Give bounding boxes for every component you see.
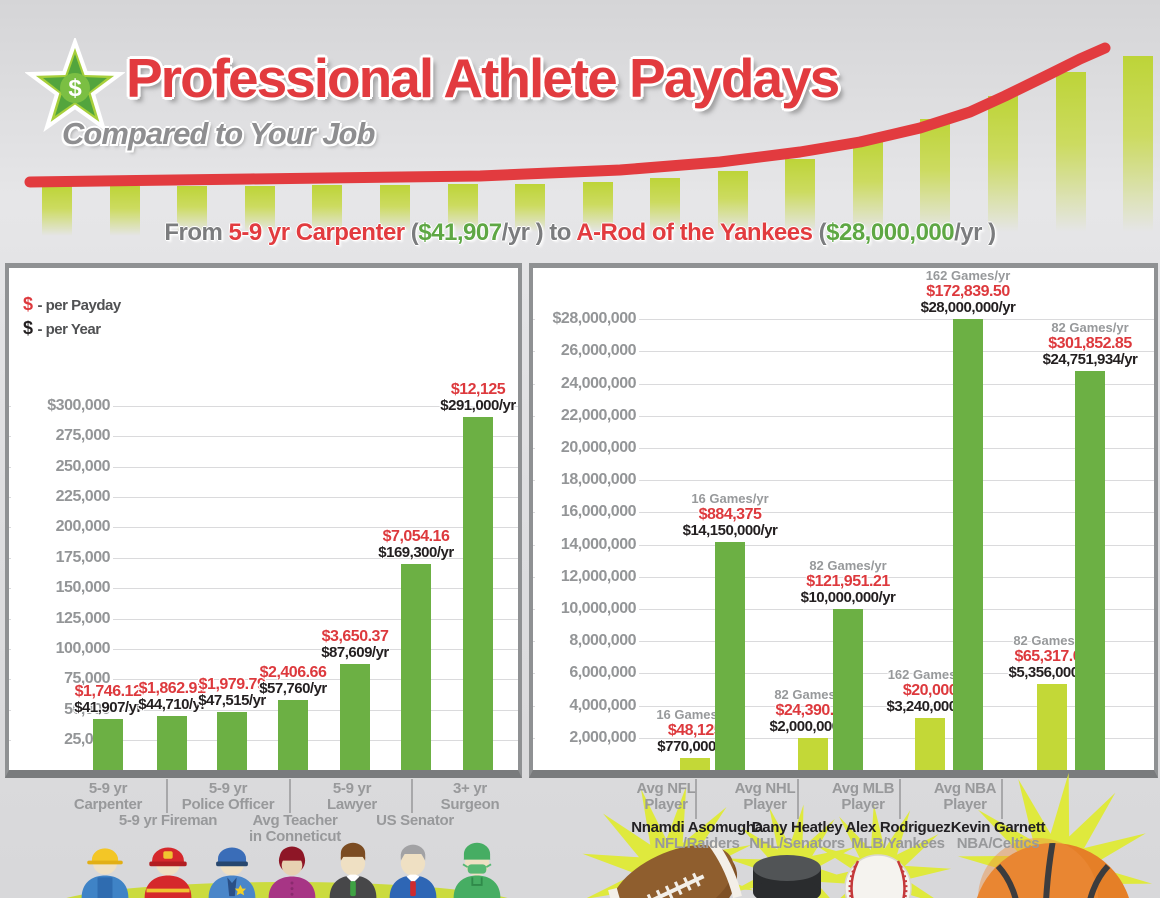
tagline-athlete: A-Rod of the Yankees	[576, 219, 819, 246]
cat-asomugha: Nnamdi Asomugha NFL/Raiders	[631, 819, 763, 852]
rising-payline-icon	[24, 42, 1111, 188]
y-tick: 100,000	[11, 640, 113, 658]
cat-arod: Alex Rodriguez MLB/Yankees	[845, 819, 951, 852]
y-tick: 250,000	[11, 458, 113, 476]
y-tick: 225,000	[11, 488, 113, 506]
y-tick: 20,000,000	[535, 439, 639, 457]
cat-avg-mlb: Avg MLB Player	[831, 780, 895, 813]
cat-heatley: Dany Heatley NHL/Senators	[749, 819, 845, 852]
y-tick: 14,000,000	[535, 536, 639, 554]
y-tick: 275,000	[11, 427, 113, 445]
y-tick: 175,000	[11, 549, 113, 567]
y-tick: 75,000	[11, 670, 113, 688]
svg-text:$: $	[68, 75, 82, 102]
y-tick: 12,000,000	[535, 568, 639, 586]
y-tick: 18,000,000	[535, 471, 639, 489]
teacher-icon	[268, 846, 316, 898]
dollar-star-icon: $	[25, 38, 125, 133]
tagline-job-value: $41,907	[418, 219, 502, 246]
cat-fireman: 5-9 yr Fireman	[118, 812, 218, 829]
cat-teacher: Avg Teacher in Conneticut	[249, 812, 341, 845]
baseball-icon	[844, 854, 912, 898]
y-tick: 22,000,000	[535, 407, 639, 425]
tagline-athlete-value: $28,000,000	[826, 219, 955, 246]
tagline-from: From	[164, 219, 229, 246]
hockey-puck-icon	[753, 855, 821, 898]
police-officer-icon	[208, 847, 256, 898]
y-tick: 200,000	[11, 518, 113, 536]
cat-lawyer: 5-9 yr Lawyer	[327, 780, 377, 813]
senator-icon	[389, 844, 437, 898]
carpenter-icon	[81, 848, 129, 898]
page-subtitle: Compared to Your Job	[62, 116, 375, 151]
tagline-to: to	[549, 219, 577, 246]
y-tick: 24,000,000	[535, 375, 639, 393]
jobs-chart-panel: $300,000 275,000 250,000 225,000 200,000…	[5, 263, 522, 778]
cat-avg-nfl: Avg NFL Player	[636, 780, 696, 813]
y-tick: 16,000,000	[535, 503, 639, 521]
fireman-icon	[144, 847, 192, 898]
page-title: Professional Athlete Paydays	[126, 47, 840, 109]
lawyer-icon	[329, 842, 377, 898]
y-tick: 125,000	[11, 610, 113, 628]
basketball-icon	[977, 838, 1129, 898]
cat-garnett: Kevin Garnett NBA/Celtics	[950, 819, 1046, 852]
y-tick: $300,000	[11, 397, 113, 415]
athletes-chart-panel: $28,000,000 26,000,000 24,000,000 22,000…	[529, 263, 1158, 778]
tagline: From 5-9 yr Carpenter ($41,907/yr ) to A…	[164, 219, 996, 246]
y-tick: 8,000,000	[535, 632, 639, 650]
football-icon	[608, 839, 742, 898]
y-tick: 4,000,000	[535, 697, 639, 715]
y-tick: $28,000,000	[535, 310, 639, 328]
y-tick: 26,000,000	[535, 342, 639, 360]
y-tick: 50,000	[11, 701, 113, 719]
cat-senator: US Senator	[376, 812, 454, 829]
y-tick: 150,000	[11, 579, 113, 597]
cat-police-officer: 5-9 yr Police Officer	[181, 780, 275, 813]
y-tick: 6,000,000	[535, 664, 639, 682]
cat-carpenter: 5-9 yr Carpenter	[73, 780, 143, 813]
tagline-job: 5-9 yr Carpenter	[228, 219, 411, 246]
cat-avg-nhl: Avg NHL Player	[734, 780, 796, 813]
cat-surgeon: 3+ yr Surgeon	[440, 780, 500, 813]
legend-per-year: $ - per Year	[23, 318, 101, 338]
legend-per-payday: $ - per Payday	[23, 294, 121, 314]
cat-avg-nba: Avg NBA Player	[933, 780, 997, 813]
surgeon-icon	[453, 842, 501, 898]
y-tick: 2,000,000	[535, 729, 639, 747]
legend: $ - per Payday $ - per Year	[23, 293, 121, 341]
y-tick: 10,000,000	[535, 600, 639, 618]
